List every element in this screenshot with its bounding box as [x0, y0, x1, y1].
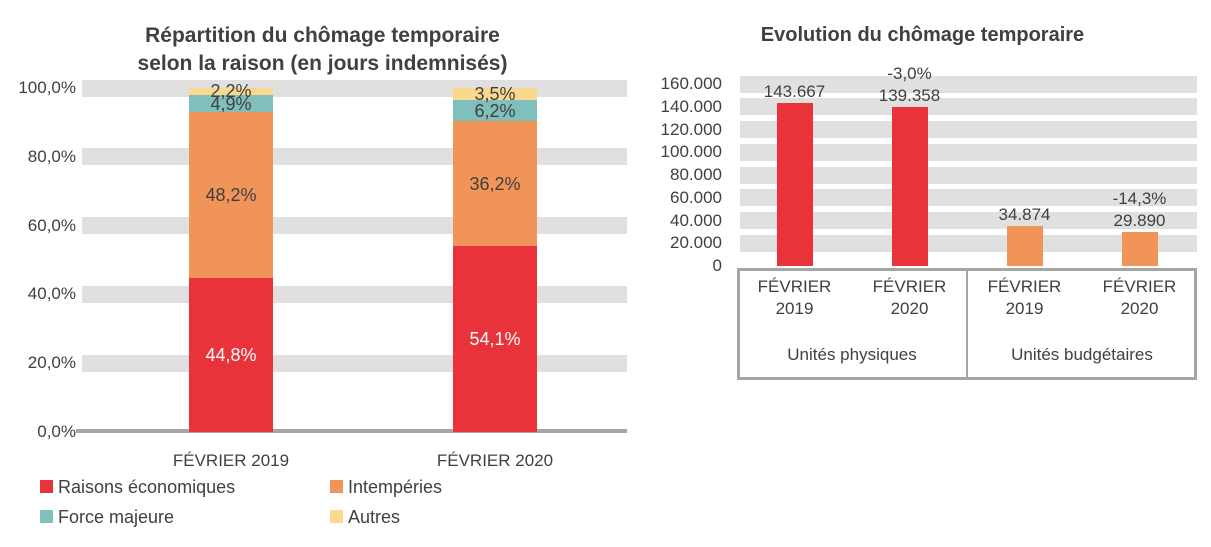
segment-value-label: 48,2% [205, 184, 257, 205]
legend-label: Autres [348, 507, 401, 527]
bar-value-label: 139.358 [878, 86, 941, 106]
legend-swatch-icon [40, 480, 53, 493]
y-axis-tick-label: 100.000 [660, 142, 722, 162]
gridline-band [740, 143, 1197, 161]
y-axis-tick-label: 60.000 [670, 187, 722, 207]
bar-segment [189, 87, 273, 96]
segment-value-label: 2,2% [210, 81, 252, 102]
legend-swatch-icon [40, 510, 53, 523]
legend-label: Intempéries [348, 477, 443, 497]
bar-value-label: 34.874 [998, 205, 1051, 225]
group-divider [966, 268, 968, 380]
bar-segment [189, 112, 273, 278]
segment-value-label: 44,8% [205, 344, 257, 365]
legend-label: Force majeure [58, 507, 175, 527]
delta-annotation: -3,0% [887, 64, 932, 84]
group-label: Unités budgétaires [1011, 345, 1153, 364]
bar-segment [189, 277, 273, 432]
segment-value-label: 36,2% [469, 173, 521, 194]
x-axis-line [76, 429, 627, 433]
legend-item: Intempéries [330, 477, 610, 497]
gridline-band [740, 98, 1197, 116]
delta-annotation: -14,3% [1112, 189, 1167, 208]
segment-value-label: 54,1% [469, 328, 521, 349]
gridline-band [740, 212, 1197, 229]
left-chart-title: Répartition du chômage temporaire selon … [0, 22, 645, 78]
category-label: FÉVRIER 2019 [757, 277, 832, 318]
right-chart-title: Evolution du chômage temporaire [760, 23, 1085, 46]
y-axis-tick-label: 60,0% [27, 215, 76, 235]
bar [1121, 232, 1158, 266]
gridline-band [740, 166, 1197, 184]
segment-value-label: 6,2% [474, 100, 516, 121]
left-chart-title-line1: Répartition du chômage temporaire [145, 24, 500, 48]
bar [776, 102, 813, 266]
gridline-band [740, 234, 1197, 252]
bar-segment [453, 100, 537, 122]
gridline-band [740, 75, 1197, 93]
bar-value-label: 143.667 [763, 81, 826, 101]
category-label: FÉVRIER 2020 [436, 451, 554, 470]
bar [891, 107, 928, 266]
y-axis-tick-label: 20.000 [670, 233, 722, 253]
y-axis-tick-label: 160.000 [660, 74, 722, 93]
left-plot-area: 100,0% 80,0% 60,0% 40,0% 20,0% 0,0% 44,8% 48,2%… [18, 78, 627, 470]
segment-value-label: 3,5% [474, 84, 516, 105]
y-axis-tick-label: 120.000 [660, 119, 722, 139]
y-axis-tick-label: 100,0% [18, 78, 76, 97]
left-chart-title-line2: selon la raison (en jours indemnisés) [137, 52, 508, 76]
category-label: FÉVRIER 2020 [1102, 277, 1177, 318]
segment-value-label: 4,9% [210, 93, 252, 114]
y-axis-tick-label: 20,0% [27, 353, 76, 373]
legend-item: Raisons économiques [40, 477, 320, 497]
y-axis-tick-label: 0,0% [37, 422, 76, 441]
legend-label: Raisons économiques [58, 477, 236, 497]
legend-swatch-icon [330, 510, 343, 523]
y-axis-tick-label: 40,0% [27, 284, 76, 304]
group-label: Unités physiques [787, 345, 917, 364]
bar-segment [453, 121, 537, 246]
category-label: FÉVRIER 2019 [172, 451, 290, 470]
y-axis-tick-label: 40.000 [670, 210, 722, 230]
y-axis-tick-label: 140.000 [660, 96, 722, 116]
bar [1006, 226, 1043, 266]
y-axis-tick-label: 80.000 [670, 165, 722, 184]
legend: Raisons économiques Intempéries Force maje… [40, 477, 610, 527]
grouped-bar-chart: Evolution du chômage temporaire 160.000 1… [645, 0, 1211, 547]
legend-swatch-icon [330, 480, 343, 493]
bar-segment [453, 245, 537, 432]
bar-segment [453, 88, 537, 101]
stacked-bar-chart: Répartition du chômage temporaire selon … [0, 22, 645, 527]
gridline-band [740, 189, 1197, 207]
bar-value-label: 29.890 [1113, 211, 1166, 230]
y-axis-tick-label: 0 [712, 256, 722, 275]
category-label: FÉVRIER 2019 [987, 277, 1062, 318]
legend-item: Force majeure [40, 507, 320, 527]
category-label: FÉVRIER 2020 [872, 277, 947, 318]
legend-item: Autres [330, 507, 610, 527]
gridline-band [740, 121, 1197, 138]
bar-segment [189, 95, 273, 113]
y-axis-tick-label: 80,0% [27, 146, 76, 166]
